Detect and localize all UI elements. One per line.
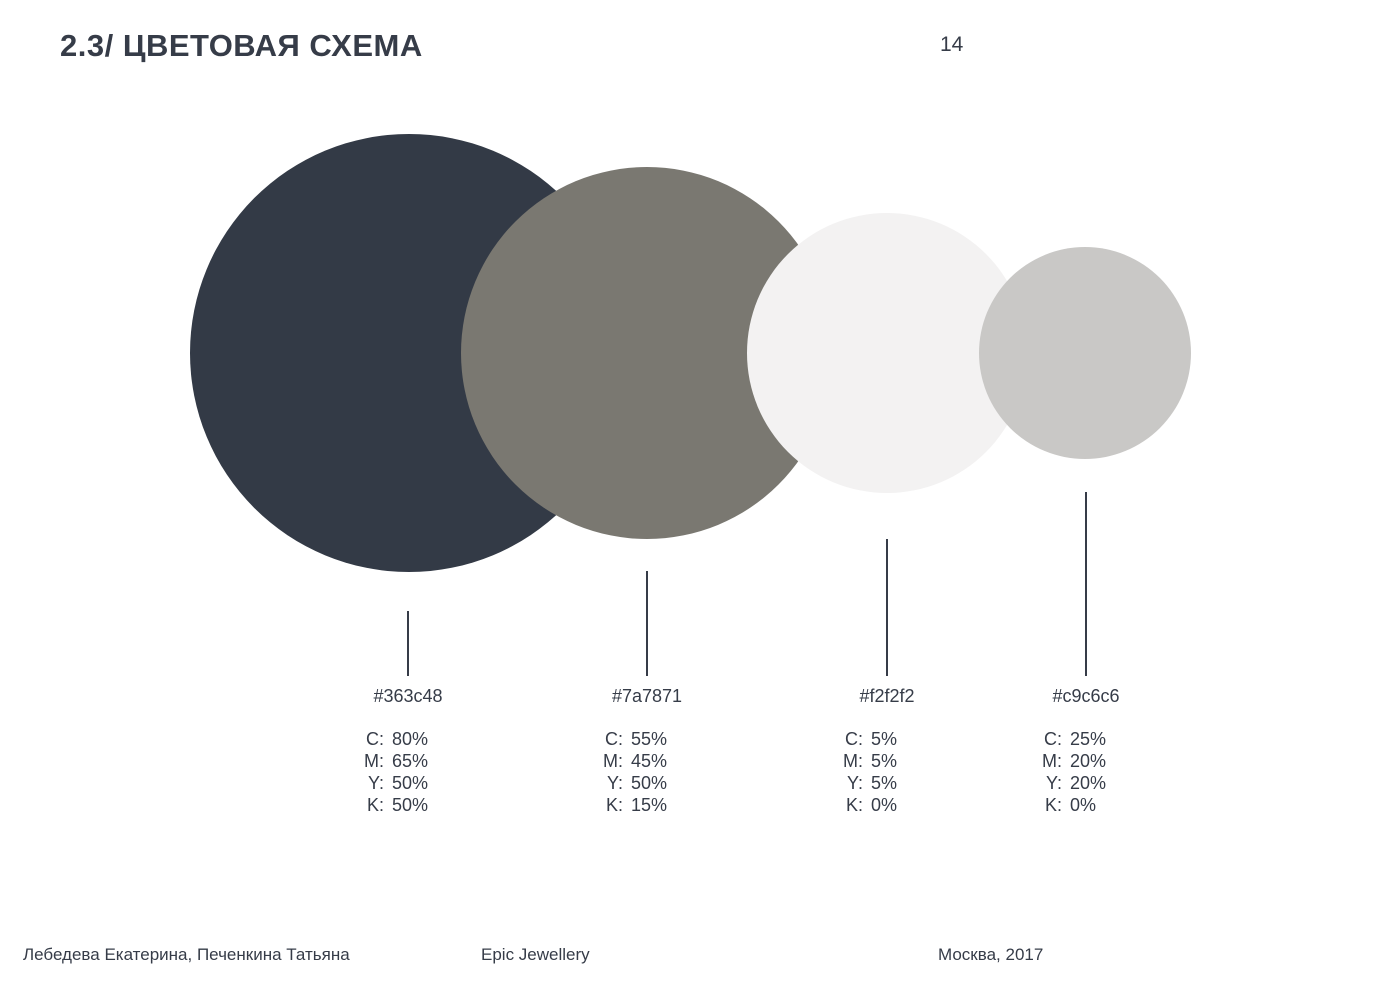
cmyk-row: C: 5% (837, 728, 937, 750)
cmyk-key: M: (1042, 751, 1062, 771)
cmyk-key: Y: (846, 773, 863, 793)
cmyk-value: 20% (1070, 751, 1107, 771)
cmyk-key: C: (605, 729, 623, 749)
cmyk-row: C: 55% (597, 728, 697, 750)
cmyk-value: 5% (871, 729, 898, 749)
cmyk-key: Y: (1045, 773, 1062, 793)
swatch-hex-code: #c9c6c6 (1052, 686, 1120, 706)
cmyk-row: C: 80% (358, 728, 458, 750)
cmyk-row: K: 0% (837, 794, 937, 816)
cmyk-row: Y: 50% (597, 772, 697, 794)
swatch-cmyk-values: C: 5% M: 5% Y: 5% K: 0% (837, 728, 937, 816)
cmyk-value: 50% (392, 795, 429, 815)
swatch-cmyk-values: C: 80% M: 65% Y: 50% K: 50% (358, 728, 458, 816)
swatch-connector-line (407, 611, 409, 676)
cmyk-row: K: 15% (597, 794, 697, 816)
cmyk-value: 45% (631, 751, 668, 771)
cmyk-row: M: 5% (837, 750, 937, 772)
cmyk-value: 55% (631, 729, 668, 749)
cmyk-key: M: (364, 751, 384, 771)
cmyk-key: Y: (367, 773, 384, 793)
cmyk-value: 0% (871, 795, 898, 815)
cmyk-key: C: (845, 729, 863, 749)
cmyk-row: Y: 5% (837, 772, 937, 794)
swatch-connector-line (886, 539, 888, 676)
cmyk-value: 80% (392, 729, 429, 749)
cmyk-value: 50% (392, 773, 429, 793)
footer-brand: Epic Jewellery (481, 945, 590, 964)
footer-authors: Лебедева Екатерина, Печенкина Татьяна (23, 945, 350, 964)
swatch-cmyk-values: C: 55% M: 45% Y: 50% K: 15% (597, 728, 697, 816)
cmyk-value: 5% (871, 751, 898, 771)
cmyk-key: M: (843, 751, 863, 771)
cmyk-value: 15% (631, 795, 668, 815)
cmyk-value: 0% (1070, 795, 1097, 815)
cmyk-value: 65% (392, 751, 429, 771)
cmyk-row: K: 0% (1036, 794, 1136, 816)
cmyk-key: M: (603, 751, 623, 771)
swatch-connector-line (646, 571, 648, 676)
page-number: 14 (940, 33, 964, 56)
swatch-hex-code: #7a7871 (611, 686, 683, 706)
cmyk-value: 25% (1070, 729, 1107, 749)
cmyk-row: M: 20% (1036, 750, 1136, 772)
cmyk-key: K: (605, 795, 623, 815)
cmyk-key: K: (366, 795, 384, 815)
swatch-hex-code: #363c48 (373, 686, 443, 706)
cmyk-row: C: 25% (1036, 728, 1136, 750)
cmyk-row: Y: 50% (358, 772, 458, 794)
cmyk-value: 50% (631, 773, 668, 793)
footer-place-year: Москва, 2017 (938, 945, 1044, 964)
cmyk-key: C: (1044, 729, 1062, 749)
cmyk-row: K: 50% (358, 794, 458, 816)
cmyk-key: C: (366, 729, 384, 749)
cmyk-key: Y: (606, 773, 623, 793)
swatch-connector-line (1085, 492, 1087, 676)
cmyk-row: M: 65% (358, 750, 458, 772)
swatch-cmyk-values: C: 25% M: 20% Y: 20% K: 0% (1036, 728, 1136, 816)
cmyk-key: K: (845, 795, 863, 815)
swatch-circle-light-gray (979, 247, 1191, 459)
cmyk-row: M: 45% (597, 750, 697, 772)
page-title: 2.3/ ЦВЕТОВАЯ СХЕМА (60, 28, 423, 63)
cmyk-key: K: (1044, 795, 1062, 815)
cmyk-row: Y: 20% (1036, 772, 1136, 794)
swatch-hex-code: #f2f2f2 (859, 686, 915, 706)
cmyk-value: 20% (1070, 773, 1107, 793)
cmyk-value: 5% (871, 773, 898, 793)
